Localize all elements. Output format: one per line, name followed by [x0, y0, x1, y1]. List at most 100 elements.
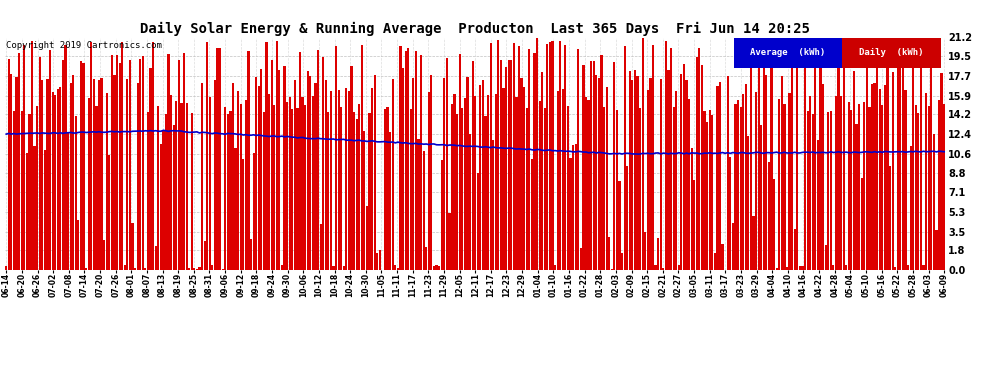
Bar: [26, 153, 28, 270]
Bar: [542, 72, 544, 270]
Bar: [770, 41, 772, 270]
Bar: [840, 96, 842, 270]
Bar: [456, 114, 458, 270]
Bar: [629, 72, 631, 270]
Bar: [111, 55, 113, 270]
Bar: [559, 41, 561, 270]
Bar: [243, 159, 245, 270]
Bar: [598, 78, 600, 270]
Bar: [722, 244, 724, 270]
Bar: [142, 56, 144, 270]
Bar: [299, 52, 301, 270]
Bar: [675, 91, 677, 270]
Bar: [16, 77, 18, 270]
Bar: [894, 267, 896, 270]
Bar: [518, 46, 520, 270]
Bar: [706, 122, 708, 270]
Bar: [209, 98, 211, 270]
Bar: [683, 64, 685, 270]
Bar: [80, 62, 82, 270]
Bar: [366, 206, 368, 270]
Bar: [521, 78, 523, 270]
Bar: [685, 80, 688, 270]
Bar: [219, 48, 221, 270]
Bar: [441, 160, 443, 270]
Bar: [347, 91, 350, 270]
Bar: [283, 66, 286, 270]
Bar: [701, 65, 703, 270]
Bar: [90, 42, 92, 270]
Bar: [735, 104, 737, 270]
Bar: [892, 72, 894, 270]
Bar: [217, 48, 219, 270]
Bar: [149, 69, 151, 270]
Bar: [162, 131, 164, 270]
Bar: [574, 144, 577, 270]
Bar: [379, 250, 381, 270]
Bar: [659, 79, 662, 270]
Bar: [51, 92, 53, 270]
Bar: [760, 125, 762, 270]
Bar: [727, 76, 729, 270]
Bar: [657, 238, 659, 270]
Bar: [693, 180, 695, 270]
Bar: [423, 151, 425, 270]
Bar: [698, 48, 701, 270]
Bar: [479, 85, 481, 270]
Bar: [346, 88, 347, 270]
Bar: [757, 68, 759, 270]
FancyBboxPatch shape: [734, 38, 842, 68]
Bar: [270, 60, 272, 270]
Bar: [328, 112, 330, 270]
Bar: [185, 104, 188, 270]
Bar: [317, 51, 319, 270]
Bar: [31, 42, 33, 270]
Bar: [672, 107, 675, 270]
Bar: [546, 44, 548, 270]
Bar: [662, 268, 664, 270]
Bar: [214, 80, 216, 270]
Bar: [49, 50, 51, 270]
Bar: [39, 57, 41, 270]
Bar: [180, 103, 182, 270]
Bar: [474, 96, 476, 270]
Bar: [255, 77, 257, 270]
Bar: [611, 269, 613, 270]
Bar: [688, 99, 690, 270]
Bar: [783, 104, 785, 270]
Bar: [794, 229, 796, 270]
Bar: [516, 98, 518, 270]
Bar: [338, 90, 340, 270]
Bar: [850, 111, 852, 270]
Bar: [410, 109, 412, 270]
Bar: [876, 57, 878, 270]
Bar: [775, 268, 778, 270]
Bar: [786, 267, 788, 270]
Bar: [224, 107, 227, 270]
Bar: [755, 92, 757, 270]
Bar: [302, 98, 304, 270]
Bar: [646, 90, 648, 270]
Bar: [492, 140, 494, 270]
Bar: [651, 45, 654, 270]
Bar: [845, 264, 847, 270]
Bar: [100, 78, 103, 270]
Bar: [450, 104, 453, 270]
Bar: [711, 115, 714, 270]
Bar: [773, 179, 775, 270]
Bar: [749, 47, 752, 270]
Bar: [920, 67, 922, 270]
Bar: [842, 49, 844, 270]
Bar: [67, 134, 69, 270]
Bar: [820, 58, 822, 270]
Bar: [884, 85, 886, 270]
Bar: [680, 74, 682, 270]
Bar: [309, 76, 312, 270]
Bar: [814, 63, 817, 270]
Bar: [667, 70, 669, 270]
Bar: [61, 60, 64, 270]
Bar: [487, 94, 489, 270]
Bar: [446, 58, 447, 270]
Bar: [54, 94, 56, 270]
Bar: [386, 107, 389, 270]
